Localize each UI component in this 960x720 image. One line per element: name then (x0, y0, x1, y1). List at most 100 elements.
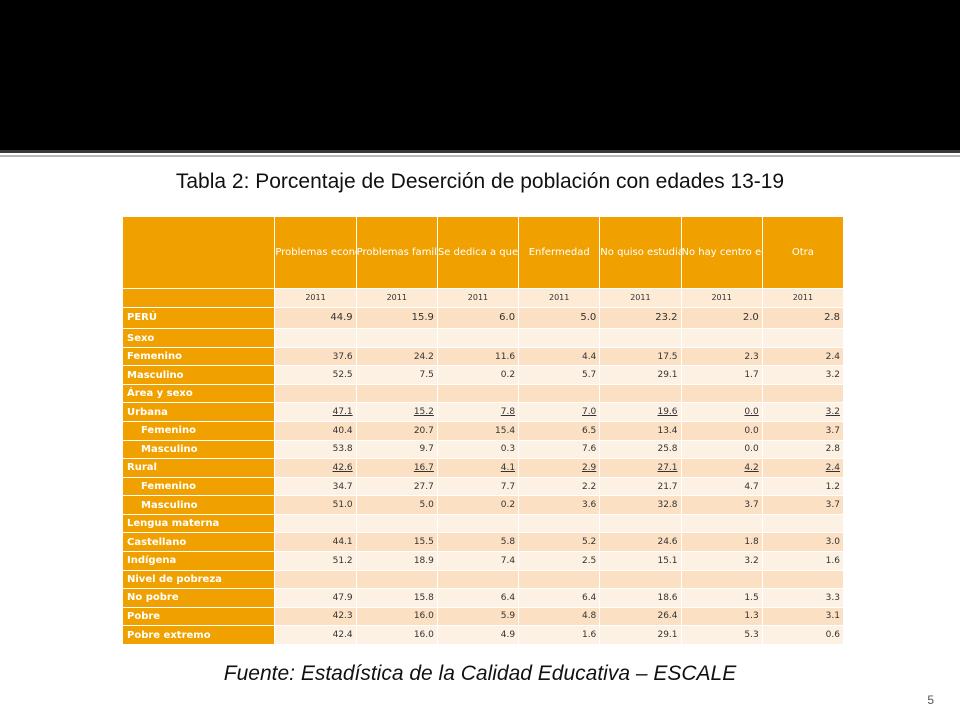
value-cell: 19.6 (600, 403, 682, 423)
title-band (0, 0, 960, 150)
value-cell: 4.8 (519, 607, 601, 627)
value-cell: 15.2 (356, 403, 438, 423)
value-cell: 44.9 (275, 307, 357, 330)
value-cell: 1.6 (762, 551, 844, 571)
header-corner (123, 217, 276, 289)
row-label: No pobre (123, 589, 276, 608)
value-cell: 1.6 (519, 626, 601, 645)
value-cell (762, 329, 844, 348)
value-cell: 2.0 (681, 307, 763, 330)
column-header: No quiso estudiar (600, 217, 682, 289)
row-label: Pobre (123, 607, 276, 627)
row-label: Rural (123, 459, 276, 478)
row-label: Nivel de pobreza (123, 570, 276, 590)
value-cell: 7.4 (437, 551, 520, 571)
value-cell (600, 514, 682, 534)
row-label: Masculino (123, 496, 276, 515)
value-cell: 2.4 (762, 459, 844, 478)
row-label: Femenino (123, 347, 276, 367)
value-cell (356, 384, 438, 404)
value-cell: 0.0 (681, 440, 763, 460)
value-cell: 2.2 (519, 477, 601, 497)
row-label: Femenino (123, 422, 276, 441)
value-cell: 29.1 (600, 366, 682, 385)
value-cell: 18.6 (600, 589, 682, 608)
value-cell: 40.4 (275, 422, 357, 441)
divider-dark (0, 150, 960, 153)
table-row: Sexo (123, 329, 844, 348)
column-header: Problemas económicos (275, 217, 357, 289)
value-cell: 27.1 (600, 459, 682, 478)
value-cell: 4.9 (437, 626, 520, 645)
year-row: 2011 2011 2011 2011 2011 2011 2011 (123, 289, 844, 308)
table-row: No pobre 47.9 15.8 6.4 6.4 18.6 1.5 3.3 (123, 589, 844, 608)
value-cell: 5.2 (519, 533, 601, 552)
value-cell: 4.1 (437, 459, 520, 478)
row-label: Lengua materna (123, 514, 276, 534)
value-cell (437, 570, 520, 590)
value-cell (519, 329, 601, 348)
page-number: 5 (927, 693, 934, 707)
year-cell: 2011 (519, 289, 601, 308)
value-cell: 0.0 (681, 422, 763, 441)
value-cell: 6.5 (519, 422, 601, 441)
table-row: Área y sexo (123, 384, 844, 404)
value-cell: 5.0 (356, 496, 438, 515)
table-row: Masculino 51.0 5.0 0.2 3.6 32.8 3.7 3.7 (123, 496, 844, 515)
value-cell (762, 384, 844, 404)
value-cell: 6.4 (437, 589, 520, 608)
year-cell: 2011 (600, 289, 682, 308)
value-cell (681, 384, 763, 404)
row-label: Castellano (123, 533, 276, 552)
value-cell: 24.2 (356, 347, 438, 367)
value-cell (519, 570, 601, 590)
value-cell: 2.8 (762, 307, 844, 330)
value-cell: 0.2 (437, 366, 520, 385)
year-cell: 2011 (681, 289, 763, 308)
value-cell: 7.6 (519, 440, 601, 460)
value-cell: 15.9 (356, 307, 438, 330)
value-cell: 7.5 (356, 366, 438, 385)
table-row: Femenino 40.4 20.7 15.4 6.5 13.4 0.0 3.7 (123, 422, 844, 441)
value-cell: 25.8 (600, 440, 682, 460)
table-row: Femenino 34.7 27.7 7.7 2.2 21.7 4.7 1.2 (123, 477, 844, 497)
row-label: Masculino (123, 366, 276, 385)
value-cell: 4.7 (681, 477, 763, 497)
value-cell: 1.2 (762, 477, 844, 497)
value-cell: 2.8 (762, 440, 844, 460)
value-cell: 37.6 (275, 347, 357, 367)
table-container: Problemas económicos Problemas familiare… (123, 217, 844, 645)
year-cell: 2011 (356, 289, 438, 308)
value-cell: 0.2 (437, 496, 520, 515)
value-cell: 20.7 (356, 422, 438, 441)
row-label: PERÚ (123, 307, 276, 330)
row-label: Pobre extremo (123, 626, 276, 645)
value-cell: 3.0 (762, 533, 844, 552)
value-cell: 7.7 (437, 477, 520, 497)
column-header: Enfermedad (519, 217, 601, 289)
value-cell (437, 514, 520, 534)
header-row: Problemas económicos Problemas familiare… (123, 217, 844, 289)
value-cell: 5.0 (519, 307, 601, 330)
value-cell: 47.9 (275, 589, 357, 608)
value-cell: 9.7 (356, 440, 438, 460)
value-cell: 3.6 (519, 496, 601, 515)
value-cell (437, 384, 520, 404)
table-title: Tabla 2: Porcentaje de Deserción de pobl… (175, 170, 785, 193)
value-cell (275, 384, 357, 404)
year-cell: 2011 (437, 289, 520, 308)
desercion-table: Problemas económicos Problemas familiare… (123, 217, 844, 645)
value-cell: 1.8 (681, 533, 763, 552)
table-row: Rural 42.6 16.7 4.1 2.9 27.1 4.2 2.4 (123, 459, 844, 478)
value-cell: 16.7 (356, 459, 438, 478)
value-cell (519, 384, 601, 404)
value-cell: 2.4 (762, 347, 844, 367)
value-cell: 32.8 (600, 496, 682, 515)
year-row-label (123, 289, 276, 308)
value-cell: 4.4 (519, 347, 601, 367)
column-header: Problemas familiares (356, 217, 438, 289)
value-cell (437, 329, 520, 348)
value-cell: 51.0 (275, 496, 357, 515)
divider-light (0, 155, 960, 157)
value-cell: 2.9 (519, 459, 601, 478)
